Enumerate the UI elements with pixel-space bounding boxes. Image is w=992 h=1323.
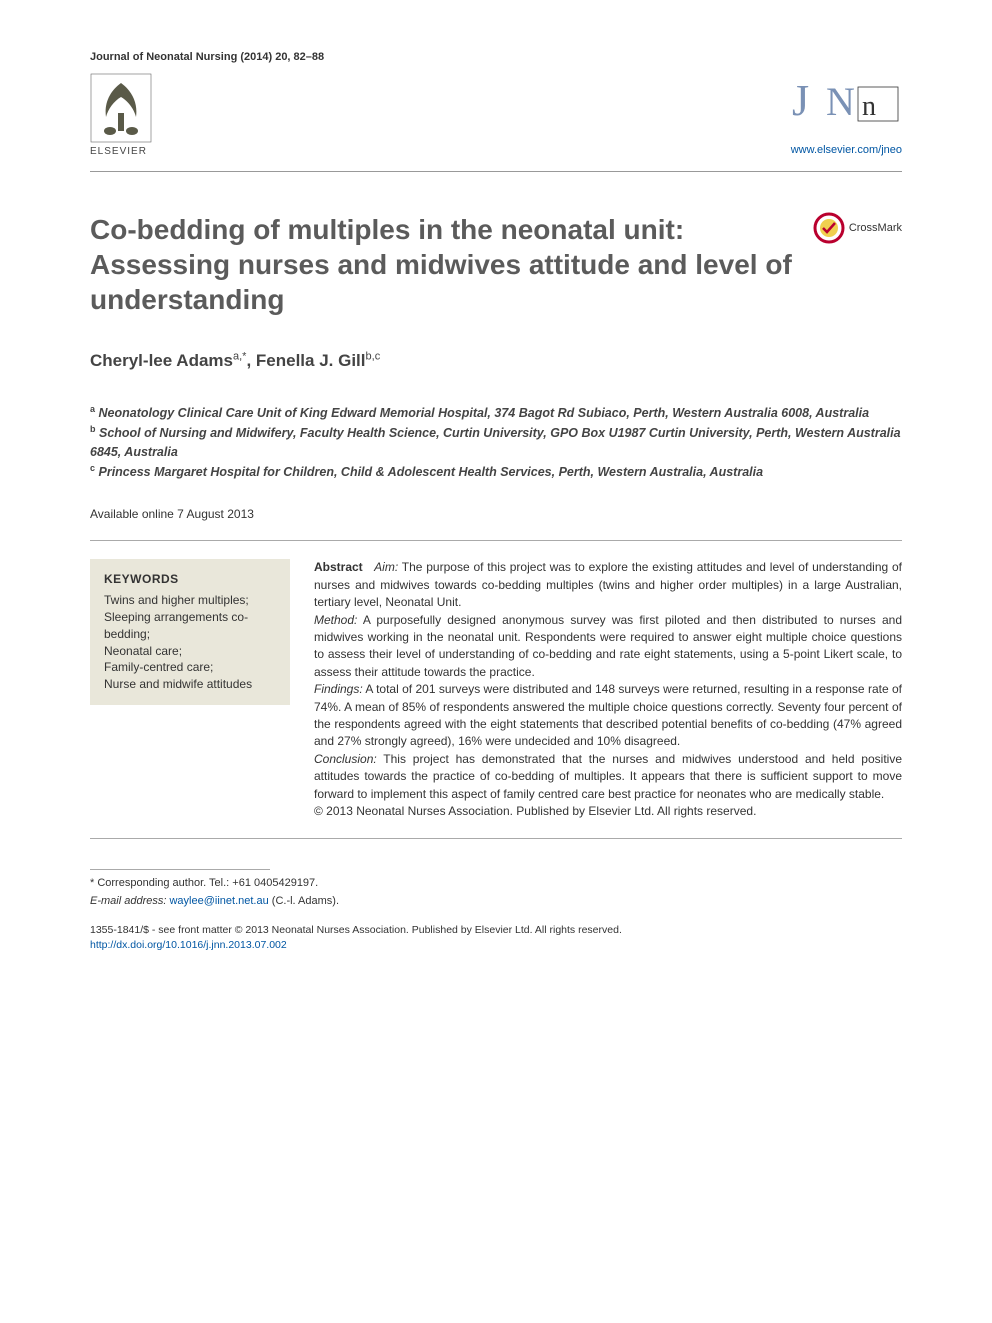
- elsevier-tree-icon: [90, 73, 152, 143]
- method-label: Method:: [314, 613, 357, 627]
- svg-text:J: J: [792, 76, 809, 125]
- affiliation-c: c Princess Margaret Hospital for Childre…: [90, 462, 902, 482]
- keywords-box: KEYWORDS Twins and higher multiples; Sle…: [90, 559, 290, 705]
- crossmark-label: CrossMark: [849, 221, 902, 236]
- journal-logo: J N n: [782, 73, 902, 138]
- issn-line: 1355-1841/$ - see front matter © 2013 Ne…: [90, 923, 902, 938]
- author-sep: ,: [246, 351, 255, 370]
- affiliation-b-text: School of Nursing and Midwifery, Faculty…: [90, 426, 901, 459]
- section-divider-bottom: [90, 838, 902, 839]
- affiliations: a Neonatology Clinical Care Unit of King…: [90, 403, 902, 481]
- email-line: E-mail address: waylee@iinet.net.au (C.-…: [90, 894, 902, 909]
- crossmark-icon: [813, 212, 845, 244]
- title-row: Co-bedding of multiples in the neonatal …: [90, 212, 902, 317]
- author-2-name: Fenella J. Gill: [256, 351, 366, 370]
- article-title: Co-bedding of multiples in the neonatal …: [90, 212, 793, 317]
- available-online: Available online 7 August 2013: [90, 506, 902, 523]
- affiliation-a-text: Neonatology Clinical Care Unit of King E…: [99, 406, 870, 420]
- journal-url[interactable]: www.elsevier.com/jneo: [782, 143, 902, 158]
- svg-text:N: N: [826, 79, 855, 124]
- abstract-copyright: © 2013 Neonatal Nurses Association. Publ…: [314, 803, 902, 820]
- keywords-heading: KEYWORDS: [104, 571, 276, 588]
- front-matter: 1355-1841/$ - see front matter © 2013 Ne…: [90, 923, 902, 952]
- affiliation-b: b School of Nursing and Midwifery, Facul…: [90, 423, 902, 462]
- email-address[interactable]: waylee@iinet.net.au: [169, 895, 268, 907]
- abstract-row: KEYWORDS Twins and higher multiples; Sle…: [90, 559, 902, 820]
- email-paren: (C.-l. Adams).: [269, 895, 339, 907]
- doi-link[interactable]: http://dx.doi.org/10.1016/j.jnn.2013.07.…: [90, 938, 902, 953]
- findings-text: A total of 201 surveys were distributed …: [314, 682, 902, 748]
- author-2-aff: b,c: [366, 351, 381, 363]
- abstract: Abstract Aim: The purpose of this projec…: [314, 559, 902, 820]
- aim-text: The purpose of this project was to explo…: [314, 560, 902, 609]
- affiliation-a: a Neonatology Clinical Care Unit of King…: [90, 403, 902, 423]
- author-1-aff: a,*: [233, 351, 246, 363]
- aim-label: Aim:: [374, 560, 398, 574]
- elsevier-label: ELSEVIER: [90, 145, 147, 159]
- author-list: Cheryl-lee Adamsa,*, Fenella J. Gillb,c: [90, 349, 902, 373]
- section-divider-top: [90, 540, 902, 541]
- author-1-name: Cheryl-lee Adams: [90, 351, 233, 370]
- crossmark-badge[interactable]: CrossMark: [813, 212, 902, 244]
- keywords-list: Twins and higher multiples; Sleeping arr…: [104, 592, 276, 693]
- conclusion-text: This project has demonstrated that the n…: [314, 752, 902, 801]
- affiliation-c-text: Princess Margaret Hospital for Children,…: [99, 465, 764, 479]
- footnote-rule: [90, 869, 270, 870]
- svg-text:n: n: [862, 91, 876, 122]
- journal-header: Journal of Neonatal Nursing (2014) 20, 8…: [90, 50, 902, 159]
- corresponding-author: * Corresponding author. Tel.: +61 040542…: [90, 876, 902, 891]
- method-text: A purposefully designed anonymous survey…: [314, 613, 902, 679]
- abstract-label: Abstract: [314, 560, 363, 574]
- header-divider: [90, 171, 902, 172]
- journal-reference: Journal of Neonatal Nursing (2014) 20, 8…: [90, 50, 902, 65]
- findings-label: Findings:: [314, 682, 363, 696]
- conclusion-label: Conclusion:: [314, 752, 377, 766]
- brand-row: ELSEVIER J N n www.elsevier.com/jneo: [90, 73, 902, 159]
- footnotes: * Corresponding author. Tel.: +61 040542…: [90, 869, 902, 909]
- publisher-brand: ELSEVIER: [90, 73, 152, 159]
- journal-brand: J N n www.elsevier.com/jneo: [782, 73, 902, 158]
- email-label: E-mail address:: [90, 895, 166, 907]
